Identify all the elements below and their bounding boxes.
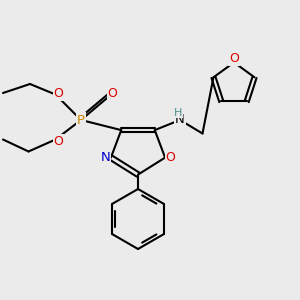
Text: N: N xyxy=(100,151,110,164)
Text: O: O xyxy=(108,86,117,100)
Text: O: O xyxy=(166,151,176,164)
Text: H: H xyxy=(173,107,182,118)
Text: O: O xyxy=(54,134,63,148)
Text: N: N xyxy=(175,113,185,126)
Text: P: P xyxy=(77,113,85,127)
Text: O: O xyxy=(229,52,239,65)
Text: O: O xyxy=(54,86,63,100)
